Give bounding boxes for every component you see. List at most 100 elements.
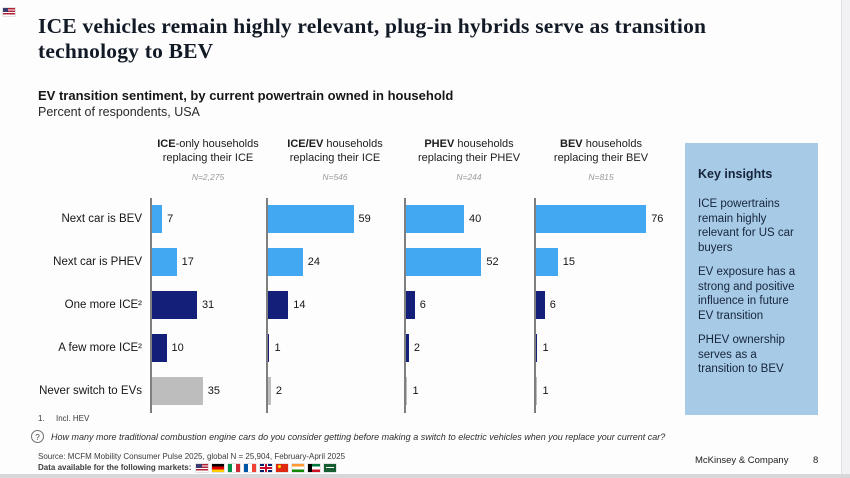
bar-row: 2 (268, 370, 404, 413)
bar-row: 1 (406, 370, 534, 413)
group-header-3: PHEV households replacing their PHEV N=24… (404, 138, 534, 185)
bar-value: 1 (542, 385, 549, 397)
bar-value: 31 (201, 299, 215, 311)
chart-subtitle: EV transition sentiment, by current powe… (38, 88, 454, 103)
group-sample-size: N=244 (456, 172, 482, 182)
bar-row: 40 (406, 198, 534, 241)
flag-cn-icon (276, 463, 289, 472)
bar (152, 377, 203, 405)
bar (268, 291, 289, 319)
flag-kw-icon (308, 463, 321, 472)
group-header-bold: ICE (157, 138, 176, 150)
bar (406, 334, 409, 362)
markets-label: Data available for the following markets… (38, 463, 192, 473)
bar (536, 377, 538, 405)
group-header-bold: ICE/EV (287, 138, 324, 150)
bar-value: 1 (412, 385, 419, 397)
bar (152, 291, 197, 319)
bar-row: 1 (268, 327, 404, 370)
group-header-rest: households replacing their ICE (289, 138, 383, 164)
flag-it-icon (228, 463, 241, 472)
bar (536, 291, 545, 319)
bar (268, 377, 271, 405)
bar (406, 377, 408, 405)
insight-item: PHEV ownership serves as a transition to… (698, 334, 785, 375)
slide-bottom-edge (0, 474, 850, 478)
bar (152, 205, 163, 233)
category-label: Next car is PHEV (53, 256, 142, 268)
bar-panel-3: 40 52 6 2 1 (404, 197, 534, 413)
bar (268, 248, 303, 276)
flag-sa-icon (324, 463, 337, 472)
slide-right-margin (841, 0, 850, 478)
group-header-rest: -only households replacing their ICE (162, 138, 259, 164)
header-spacer (38, 138, 150, 185)
bar (536, 334, 538, 362)
group-header-2: ICE/EV households replacing their ICE N=5… (266, 138, 404, 185)
bar-row: 1 (536, 327, 668, 370)
bar-row: 35 (152, 370, 266, 413)
bar (152, 334, 167, 362)
group-header-4: BEV households replacing their BEV N=815 (534, 138, 668, 185)
slide-title: ICE vehicles remain highly relevant, plu… (38, 14, 707, 63)
bar-panel-2: 59 24 14 1 2 (266, 197, 404, 413)
bar-value: 6 (549, 299, 556, 311)
bar-row: 6 (536, 284, 668, 327)
flag-gb-icon (260, 463, 273, 472)
us-flag-icon (3, 7, 15, 16)
bar (152, 248, 177, 276)
bar-row: 59 (268, 198, 404, 241)
bar-row: 7 (152, 198, 266, 241)
bar-value: 59 (358, 213, 371, 225)
markets-line: Data available for the following markets… (38, 463, 340, 472)
flag-fr-icon (244, 463, 257, 472)
bar-row: 1 (536, 370, 668, 413)
bar-panel-1: 7 17 31 10 35 (150, 197, 266, 413)
market-flags (196, 463, 340, 472)
group-sample-size: N=546 (322, 172, 348, 182)
page-number: 8 (813, 455, 819, 466)
insight-item: EV exposure has a strong and positive in… (698, 266, 796, 322)
bar-row: 76 (536, 198, 668, 241)
chart-unit-label: Percent of respondents, USA (38, 105, 200, 119)
bar-value: 17 (181, 256, 194, 268)
bar-row: 6 (406, 284, 534, 327)
group-header-rest: households replacing their BEV (553, 138, 649, 164)
bar-row: 17 (152, 241, 266, 284)
bar-value: 40 (469, 213, 482, 225)
flag-us-icon (196, 463, 209, 472)
bar-value: 2 (275, 385, 283, 397)
category-label: A few more ICE² (58, 342, 142, 354)
bar-value: 10 (171, 342, 184, 354)
bar-value: 2 (413, 342, 421, 354)
bar-value: 15 (562, 256, 575, 268)
bar-value: 14 (293, 299, 306, 311)
key-insights-list: ICE powertrains remain highly relevant f… (698, 197, 806, 377)
bar-value: 76 (651, 213, 664, 225)
bar-row: 52 (406, 241, 534, 284)
bar-value: 1 (274, 342, 281, 354)
group-header-1: ICE-only households replacing their ICE N… (150, 138, 266, 185)
insight-item: ICE powertrains remain highly relevant f… (698, 198, 794, 254)
key-insights-title: Key insights (698, 167, 773, 181)
chart-grid: Next car is BEV Next car is PHEV One more … (38, 197, 686, 413)
bar-panel-4: 76 15 6 1 1 (534, 197, 668, 413)
bar (268, 205, 354, 233)
category-labels: Next car is BEV Next car is PHEV One more … (38, 198, 150, 413)
bar (406, 291, 415, 319)
bar-row: 31 (152, 284, 266, 327)
brand-label: McKinsey & Company (695, 455, 789, 466)
bar (536, 248, 558, 276)
category-label: Next car is BEV (61, 213, 142, 225)
bar-value: 52 (486, 256, 499, 268)
category-label: One more ICE² (64, 299, 142, 311)
flag-in-icon (292, 463, 305, 472)
footnote-number: 1. (38, 414, 45, 423)
bar (536, 205, 647, 233)
group-header-bold: BEV (560, 138, 583, 150)
survey-question-footnote: ? How many more traditional combustion e… (31, 430, 665, 443)
category-label: Never switch to EVs (39, 385, 142, 397)
chart-group-headers: ICE-only households replacing their ICE N… (38, 138, 686, 185)
bar (406, 248, 482, 276)
